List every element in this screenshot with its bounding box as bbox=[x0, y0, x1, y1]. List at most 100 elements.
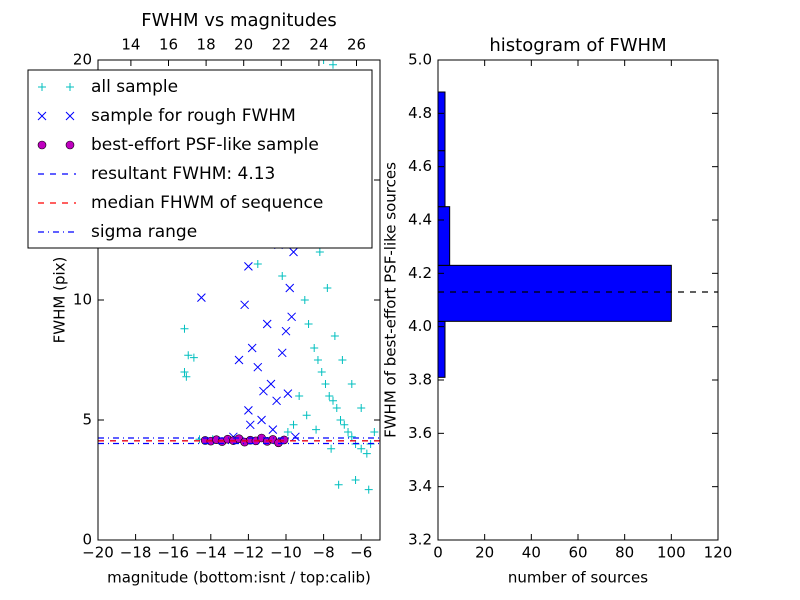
point bbox=[272, 396, 281, 406]
point bbox=[184, 351, 193, 360]
point bbox=[351, 476, 360, 484]
bar bbox=[437, 206, 451, 266]
x-tick-label: 100 bbox=[657, 544, 686, 562]
x2-tick-label: 18 bbox=[197, 36, 216, 54]
point bbox=[283, 428, 292, 436]
point bbox=[253, 362, 263, 372]
point bbox=[370, 428, 379, 436]
x-tick-label: 20 bbox=[475, 544, 494, 562]
point bbox=[197, 293, 206, 302]
y-tick-label: 4.6 bbox=[408, 157, 432, 175]
point bbox=[304, 320, 313, 328]
y-tick-label: 3.8 bbox=[408, 371, 432, 389]
x2-tick-label: 20 bbox=[234, 36, 253, 54]
point bbox=[283, 389, 293, 398]
point bbox=[189, 353, 198, 362]
x-tick-label: 40 bbox=[522, 544, 541, 562]
chart-title: histogram of FWHM bbox=[489, 35, 666, 56]
point bbox=[347, 380, 356, 388]
y-axis-label: FWHM (pix) bbox=[51, 257, 69, 344]
point bbox=[312, 425, 321, 434]
point bbox=[295, 392, 304, 400]
y-tick-label: 5 bbox=[82, 411, 92, 429]
y-tick-label: 3.4 bbox=[408, 477, 432, 495]
x-tick-label: −16 bbox=[157, 544, 189, 562]
bar bbox=[437, 150, 446, 208]
y-tick-label: 10 bbox=[73, 291, 92, 309]
point bbox=[321, 380, 330, 388]
y-tick-label: 3.6 bbox=[408, 424, 432, 442]
point bbox=[277, 348, 287, 358]
legend-label: median FHWM of sequence bbox=[91, 193, 323, 213]
point bbox=[302, 411, 311, 420]
legend-label: sigma range bbox=[91, 222, 197, 242]
y-tick-label: 3.2 bbox=[408, 531, 432, 549]
point bbox=[180, 368, 189, 376]
x2-tick-label: 22 bbox=[272, 36, 291, 54]
point bbox=[266, 379, 276, 389]
point bbox=[182, 372, 191, 381]
point bbox=[330, 332, 339, 340]
y-tick-label: 4.4 bbox=[408, 211, 432, 229]
point bbox=[300, 296, 309, 304]
x2-tick-label: 14 bbox=[121, 36, 140, 54]
point bbox=[336, 416, 345, 424]
x-tick-label: −6 bbox=[350, 544, 372, 562]
point bbox=[240, 300, 249, 310]
legend-label: sample for rough FWHM bbox=[91, 106, 296, 126]
point bbox=[279, 435, 289, 445]
point bbox=[340, 420, 349, 429]
x2-tick-label: 24 bbox=[309, 36, 328, 54]
x-tick-label: 60 bbox=[568, 544, 587, 562]
point bbox=[319, 60, 328, 64]
legend-label: all sample bbox=[91, 77, 178, 97]
x-tick-label: 80 bbox=[615, 544, 634, 562]
point bbox=[257, 415, 266, 425]
point bbox=[247, 343, 257, 353]
point bbox=[38, 83, 46, 91]
point bbox=[291, 432, 300, 442]
y-tick-label: 0 bbox=[82, 531, 92, 549]
x-axis-label: magnitude (bottom:isnt / top:calib) bbox=[107, 569, 371, 587]
bar bbox=[437, 91, 446, 152]
legend: all sample sample for rough FWHM best-effo… bbox=[27, 69, 373, 249]
point bbox=[334, 480, 343, 489]
point bbox=[278, 272, 287, 280]
x-tick-label: 0 bbox=[433, 544, 443, 562]
point bbox=[364, 485, 373, 494]
x-axis-label: number of sources bbox=[508, 569, 648, 587]
legend-label: best-effort PSF-like sample bbox=[91, 135, 319, 155]
point bbox=[285, 283, 295, 293]
point bbox=[323, 284, 332, 292]
y-tick-label: 5.0 bbox=[408, 51, 432, 69]
y-tick-label: 4.0 bbox=[408, 317, 432, 335]
point bbox=[259, 386, 268, 396]
point bbox=[281, 326, 291, 336]
bar bbox=[437, 320, 446, 378]
point bbox=[180, 324, 189, 333]
point bbox=[234, 355, 244, 365]
point bbox=[357, 404, 366, 412]
point bbox=[357, 444, 366, 453]
point bbox=[244, 262, 253, 271]
point bbox=[244, 406, 253, 415]
point bbox=[37, 140, 47, 150]
point bbox=[338, 356, 347, 364]
legend-label: resultant FWHM: 4.13 bbox=[91, 164, 275, 184]
x-tick-label: −8 bbox=[313, 544, 335, 562]
x-tick-label: −14 bbox=[195, 544, 227, 562]
point bbox=[287, 312, 296, 322]
y-tick-label: 4.2 bbox=[408, 264, 432, 282]
point bbox=[344, 428, 353, 436]
x2-tick-label: 16 bbox=[159, 36, 178, 54]
point bbox=[362, 449, 371, 458]
x2-tick-label: 26 bbox=[347, 36, 366, 54]
point bbox=[327, 444, 336, 453]
point bbox=[253, 260, 262, 268]
point bbox=[310, 344, 319, 352]
x-tick-label: −18 bbox=[120, 544, 152, 562]
point bbox=[289, 420, 298, 429]
point bbox=[315, 248, 324, 256]
point bbox=[245, 420, 255, 430]
